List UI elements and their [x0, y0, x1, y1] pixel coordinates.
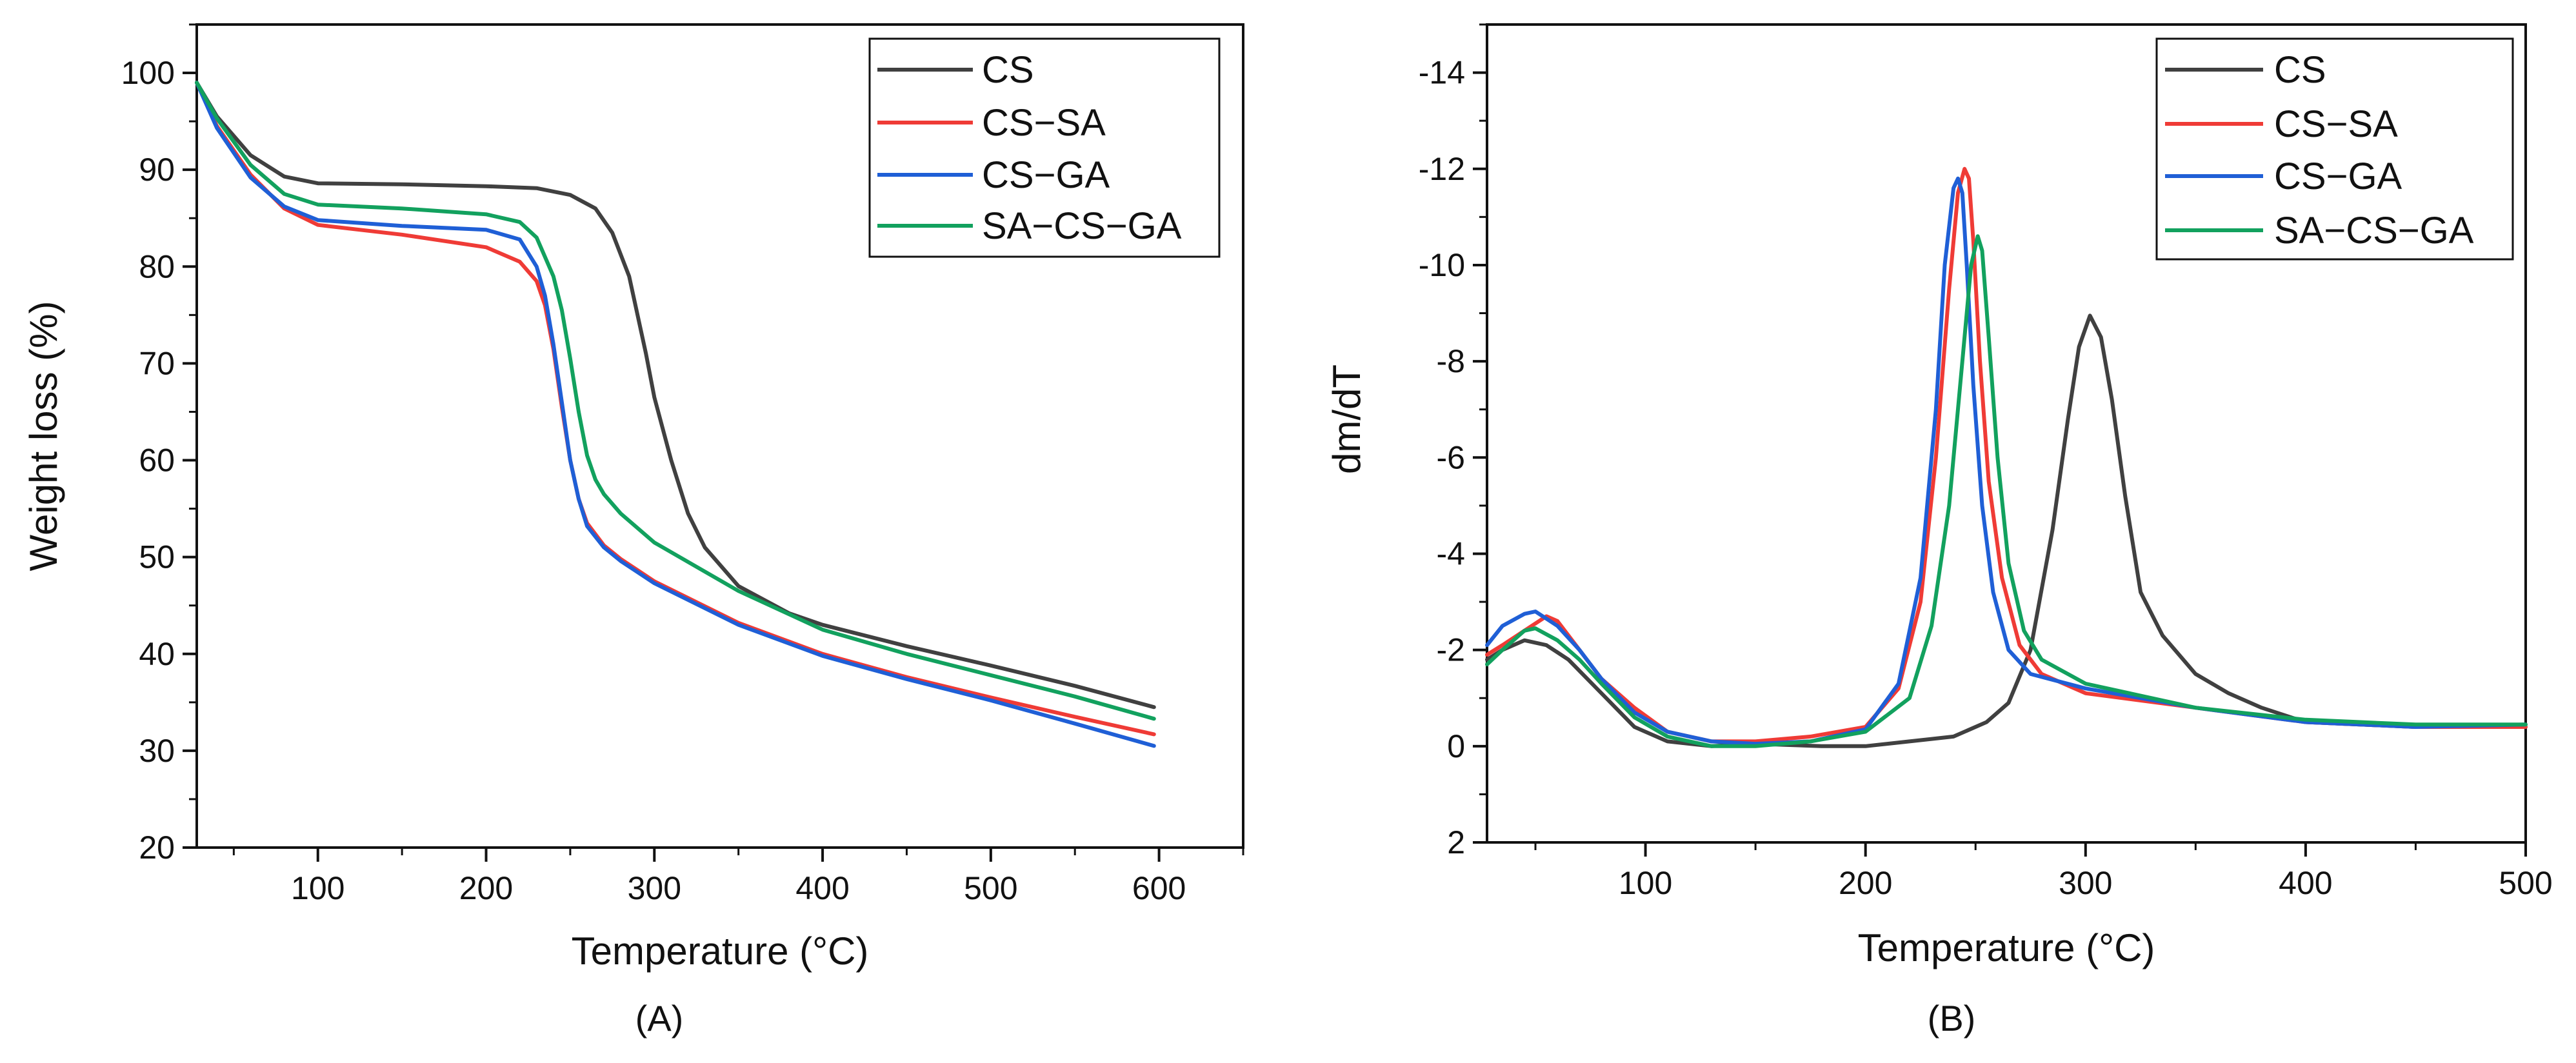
panel-a-plot-frame: [195, 23, 1244, 849]
panel-b-y-tick-label: -14: [1419, 55, 1465, 91]
panel-a-x-tick-label: 400: [795, 870, 849, 906]
panel-a-y-tick-label: 60: [139, 442, 175, 479]
panel-a-x-ticks: 100 200 300 400 500 600: [232, 848, 1244, 906]
panel-b-x-tick-label: 400: [2279, 865, 2332, 901]
panel-a-legend: CS CS−SA CS−GA SA−CS−GA: [868, 37, 1221, 258]
panel-b-legend-box: [2155, 37, 2514, 261]
panel-b-y-tick-label: -12: [1419, 151, 1465, 187]
panel-a-legend-label-cs-sa: CS−SA: [982, 102, 1106, 144]
panel-b-y-tick-label: -10: [1419, 247, 1465, 283]
panel-b-series-line-cs-ga: [1485, 176, 2528, 746]
panel-a-y-tick-label: 80: [139, 248, 175, 284]
panel-a-label: (A): [635, 998, 684, 1038]
panel-b-label: (B): [1928, 998, 1976, 1038]
panel-a-y-tick-label: 70: [139, 345, 175, 381]
panel-a-legend-label-cs: CS: [982, 49, 1034, 91]
panel-b-series-line-cs: [1485, 313, 2528, 748]
panel-b-legend-label-cs-sa: CS−SA: [2274, 103, 2398, 145]
panel-b-series: [1485, 166, 2528, 748]
panel-b-y-tick-label: 2: [1447, 824, 1465, 860]
panel-b-y-axis-title: dm/dT: [1325, 364, 1368, 474]
panel-a-y-tick-label: 50: [139, 539, 175, 575]
panel-a-y-tick-label: 20: [139, 830, 175, 866]
panel-a-series: [195, 81, 1156, 748]
panel-a-legend-label-cs-ga: CS−GA: [982, 154, 1110, 196]
panel-b-x-tick-label: 100: [1619, 865, 1672, 901]
panel-a-x-tick-label: 200: [459, 870, 513, 906]
panel-b-x-tick-label: 200: [1839, 865, 1892, 901]
panel-b-series-line-sa-cs-ga: [1485, 234, 2528, 748]
panel-b-y-tick-label: 0: [1447, 728, 1465, 764]
panel-b-x-axis-title: Temperature (°C): [1858, 926, 2155, 969]
panel-a-y-tick-label: 90: [139, 152, 175, 188]
panel-a: 100 200 300 400 500 600 20 30 40 50 60 70 80 90 100 T…: [22, 23, 1244, 1038]
panel-b-x-tick-label: 300: [2059, 865, 2112, 901]
panel-a-x-axis-title: Temperature (°C): [572, 929, 869, 973]
panel-a-legend-box: [868, 37, 1221, 258]
panel-a-y-tick-label: 30: [139, 733, 175, 769]
panel-a-series-line-sa-cs-ga: [195, 81, 1156, 721]
panel-a-series-line-cs: [195, 81, 1156, 710]
panel-b-legend-label-sa-cs-ga: SA−CS−GA: [2274, 210, 2474, 252]
panel-a-y-ticks: 20 30 40 50 60 70 80 90 100: [121, 23, 197, 866]
panel-b-plot-frame: [1486, 23, 2527, 844]
panel-b-y-tick-label: -4: [1437, 535, 1465, 571]
panel-b-x-tick-label: 500: [2499, 865, 2552, 901]
panel-b-x-ticks: 100 200 300 400 500: [1534, 842, 2553, 901]
panel-b-y-tick-label: -8: [1437, 343, 1465, 379]
panel-a-legend-label-sa-cs-ga: SA−CS−GA: [982, 205, 1182, 247]
panel-b-legend-label-cs: CS: [2274, 49, 2326, 91]
panel-a-x-tick-label: 100: [291, 870, 344, 906]
panel-a-y-tick-label: 100: [121, 55, 175, 91]
panel-a-y-tick-label: 40: [139, 636, 175, 672]
panel-a-y-axis-title: Weight loss (%): [22, 301, 65, 571]
panel-b-y-ticks: 2 0 -2 -4 -6 -8 -10 -12 -14: [1419, 23, 1487, 860]
panel-a-x-tick-label: 500: [964, 870, 1017, 906]
panel-a-series-line-cs-ga: [195, 81, 1156, 748]
panel-b-y-tick-label: -6: [1437, 439, 1465, 475]
panel-b-legend-label-cs-ga: CS−GA: [2274, 155, 2402, 197]
panel-b-y-tick-label: -2: [1437, 632, 1465, 668]
panel-a-x-tick-label: 300: [628, 870, 681, 906]
panel-b: 100 200 300 400 500 2 0 -2 -4 -6 -8 -10 -12 -14 Temp…: [1325, 23, 2553, 1038]
panel-a-x-tick-label: 600: [1132, 870, 1186, 906]
panel-b-legend: CS CS−SA CS−GA SA−CS−GA: [2155, 37, 2514, 261]
